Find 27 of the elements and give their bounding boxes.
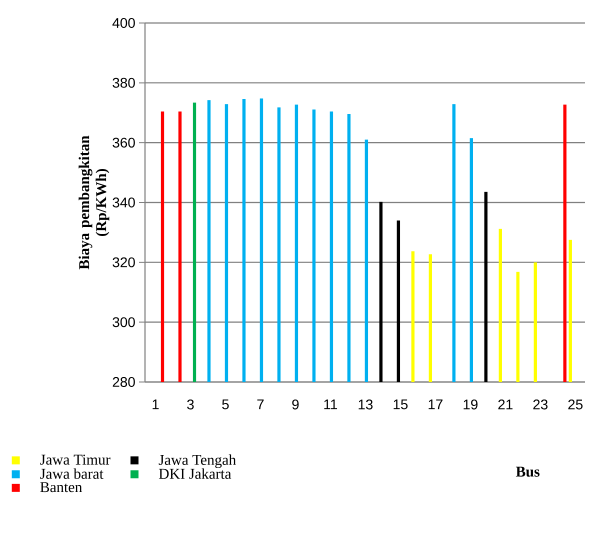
y-tick-label: 380: [112, 78, 135, 88]
x-tick-label: 11: [324, 400, 338, 410]
y-tick-label: 360: [112, 138, 135, 148]
y-tick-label: 280: [112, 377, 135, 387]
y-tick-label: 340: [112, 198, 135, 208]
y-tick-label: 400: [112, 18, 135, 28]
x-tick-label: 5: [222, 400, 229, 410]
legend-label: Banten: [40, 482, 82, 492]
x-axis-title: Bus: [516, 466, 540, 477]
legend-label: Jawa barat: [40, 468, 104, 479]
x-tick-label: 13: [358, 400, 373, 410]
x-tick-label: 1: [152, 400, 159, 410]
x-tick-label: 23: [533, 400, 548, 410]
x-tick-label: 17: [428, 400, 442, 410]
x-tick-label: 25: [568, 400, 583, 410]
x-tick-label: 9: [292, 400, 299, 410]
legend-label: Jawa Tengah: [158, 454, 236, 468]
y-axis-title: Biaya pembangkitan (Rp/KWh): [78, 136, 110, 270]
x-tick-label: 19: [464, 400, 478, 410]
legend-label: DKI Jakarta: [158, 468, 232, 479]
y-tick-label: 300: [112, 317, 135, 328]
x-tick-label: 15: [394, 400, 408, 410]
y-tick-label: 320: [112, 257, 135, 268]
x-tick-label: 7: [257, 400, 264, 410]
x-tick-label: 21: [498, 400, 512, 410]
legend-label: Jawa Timur: [40, 454, 110, 465]
x-tick-label: 3: [187, 400, 194, 410]
